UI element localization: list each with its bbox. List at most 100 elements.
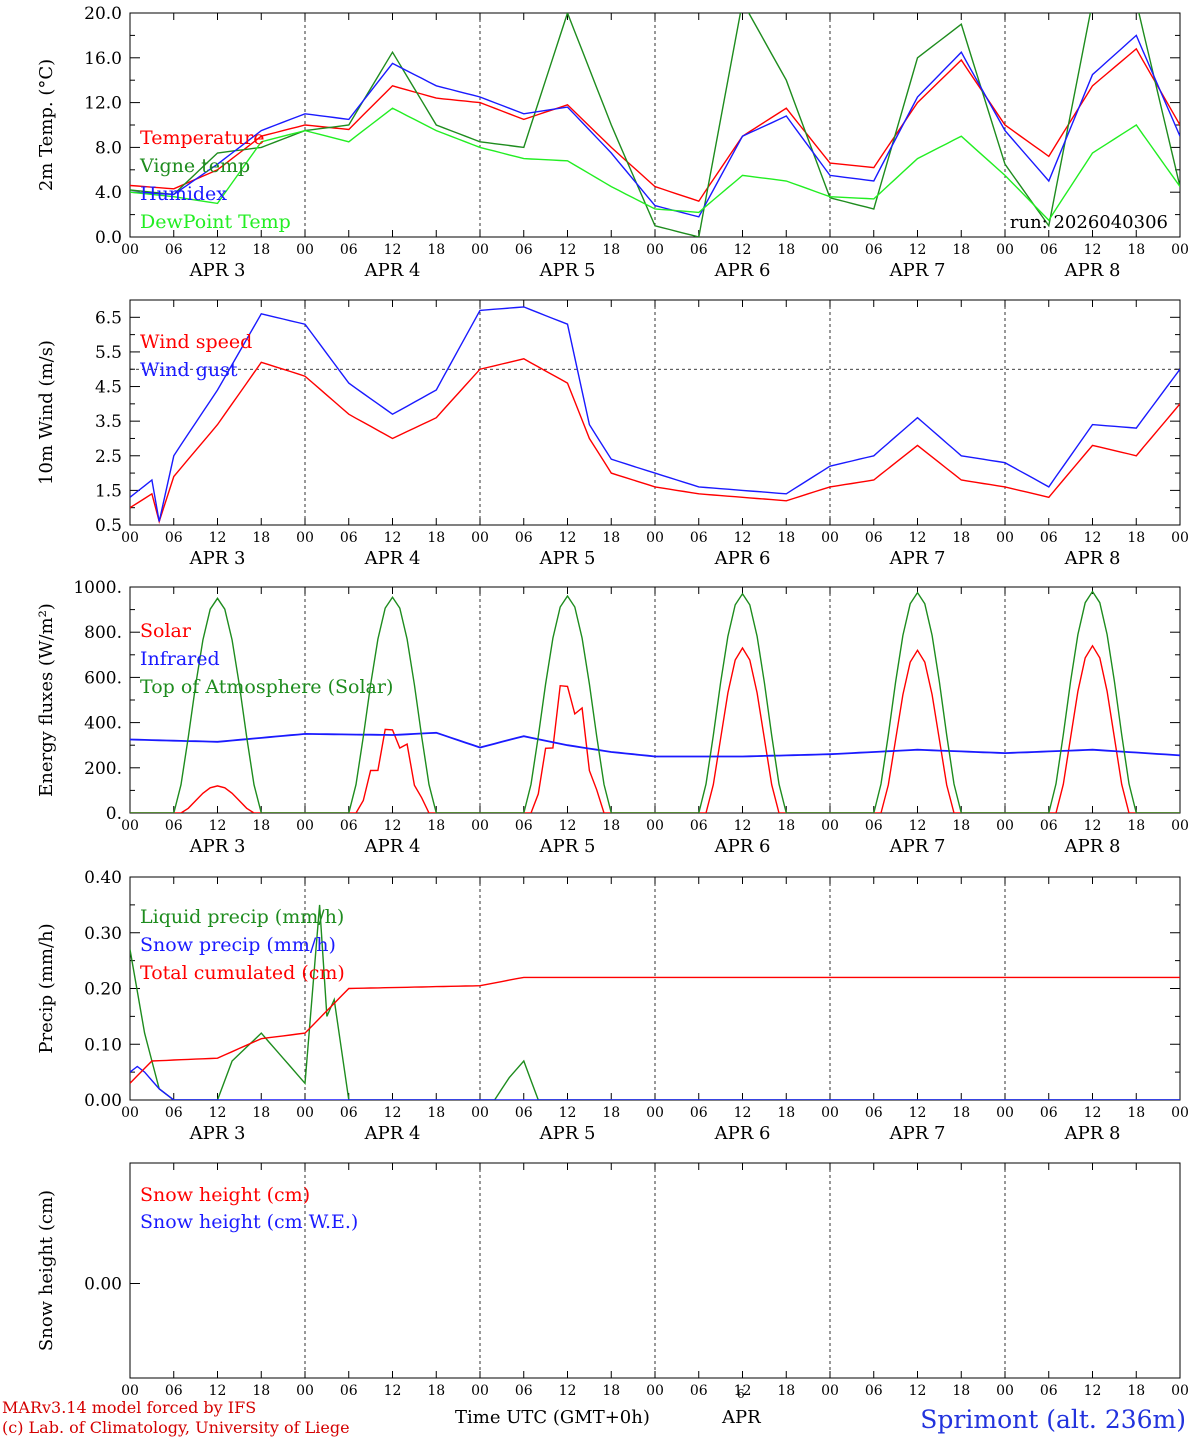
panel3-xtick-label: 00	[121, 818, 139, 834]
panel5-xtick-label: 12	[384, 1383, 402, 1395]
panel3-xtick-label: 12	[384, 818, 402, 834]
panel5-xtick-label: 12	[209, 1383, 227, 1395]
panel2-xtick-label: 12	[559, 530, 577, 546]
panel1-series-group	[130, 13, 1180, 237]
panel3-xtick-label: 06	[515, 818, 533, 834]
panel5-xtick-label: 00	[121, 1383, 139, 1395]
panel2-ytick-label: 1.5	[95, 481, 122, 501]
panel2-day-label: APR 7	[889, 548, 946, 569]
panel1-xtick-label: 06	[690, 242, 708, 258]
panel4-xtick-label: 12	[1084, 1105, 1102, 1121]
panel2-series-group	[130, 306, 1180, 524]
panel4-ytick-label: 0.00	[84, 1091, 122, 1111]
panel5-xtick-label: 06	[165, 1383, 183, 1395]
panel3-day-label: APR 5	[539, 836, 596, 857]
panel3-xtick-label: 06	[690, 818, 708, 834]
panel5-xtick-label: 00	[296, 1383, 314, 1395]
panel5-xtick-label: 00	[646, 1383, 664, 1395]
panel3-ytick-label: 600.	[84, 668, 122, 688]
panel1-xtick-label: 06	[515, 242, 533, 258]
panel2-xtick-label: 00	[821, 530, 839, 546]
panel1-xtick-label: 18	[952, 242, 970, 258]
panel5-xtick-label: 12	[734, 1383, 752, 1395]
panel1-xtick-label: 18	[777, 242, 795, 258]
panel1-series-humidex	[130, 34, 1180, 218]
lab-credit-line: (c) Lab. of Climatology, University of L…	[2, 1418, 350, 1437]
panel3-xtick-label: 12	[909, 818, 927, 834]
panel1-xtick-label: 00	[996, 242, 1014, 258]
panel3-ylabel: Energy fluxes (W/m²)	[36, 603, 57, 797]
panel1-ytick-label: 8.0	[95, 138, 122, 158]
panel1-legend-vigne-temp: Vigne temp	[139, 155, 250, 177]
panel4-xtick-label: 00	[646, 1105, 664, 1121]
panel5-ytick-label: 0.00	[84, 1275, 122, 1295]
panel1-ytick-label: 4.0	[95, 183, 122, 203]
panel2-xtick-label: 00	[121, 530, 139, 546]
panel1-xtick-label: 00	[121, 242, 139, 258]
panel4-ytick-label: 0.30	[84, 924, 122, 944]
station-name: Sprimont (alt. 236m)	[920, 1405, 1186, 1434]
panel2-xtick-label: 18	[1127, 530, 1145, 546]
panel1-xtick-label: 18	[252, 242, 270, 258]
panel3-ytick-label: 200.	[84, 759, 122, 779]
panel2-xtick-label: 00	[996, 530, 1014, 546]
panel4-xtick-label: 12	[909, 1105, 927, 1121]
panel2-ytick-label: 6.5	[95, 308, 122, 328]
panel4-series-total-cumulated-cm-	[130, 976, 1180, 1084]
panel4-day-label: APR 8	[1064, 1123, 1121, 1144]
panel3-day-label: APR 7	[889, 836, 946, 857]
panel1-xtick-label: 00	[471, 242, 489, 258]
panel2-xtick-label: 06	[1040, 530, 1058, 546]
panel1-series-dewpoint-temp	[130, 107, 1180, 222]
panel3-series-infrared	[130, 731, 1180, 758]
panel2-day-label: APR 8	[1064, 548, 1121, 569]
panel4-xtick-label: 06	[1040, 1105, 1058, 1121]
panel3-ytick-label: 400.	[84, 714, 122, 734]
panel1-xtick-label: 12	[559, 242, 577, 258]
panel2-xtick-label: 06	[340, 530, 358, 546]
panel4-xtick-label: 00	[471, 1105, 489, 1121]
panel2-xtick-label: 00	[471, 530, 489, 546]
panel1-day-label: APR 6	[714, 260, 771, 281]
panel2-day-label: APR 4	[364, 548, 421, 569]
panel2-xtick-label: 00	[1171, 530, 1189, 546]
panel2-xtick-label: 18	[952, 530, 970, 546]
panel2-legend-wind-gust: Wind gust	[140, 359, 238, 381]
panel4-xtick-label: 00	[296, 1105, 314, 1121]
panel3-legend-solar: Solar	[140, 620, 192, 642]
panel4-day-label: APR 6	[714, 1123, 771, 1144]
panel3-xtick-label: 00	[646, 818, 664, 834]
panel1-ytick-label: 20.0	[84, 4, 122, 24]
panel5-xtick-label: 18	[777, 1383, 795, 1395]
panel4-xtick-label: 06	[690, 1105, 708, 1121]
panel1-ytick-label: 16.0	[84, 49, 122, 69]
panel5-xtick-label: 06	[690, 1383, 708, 1395]
panel1-xtick-label: 06	[165, 242, 183, 258]
panel3-xtick-label: 18	[427, 818, 445, 834]
panel4-ylabel: Precip (mm/h)	[36, 923, 57, 1053]
panel1-legend-temperature: Temperature	[140, 127, 264, 149]
panel4-xtick-label: 06	[340, 1105, 358, 1121]
panel2-xtick-label: 12	[734, 530, 752, 546]
panel2-day-label: APR 5	[539, 548, 596, 569]
panel3-day-label: APR 4	[364, 836, 421, 857]
panel3-xtick-label: 12	[209, 818, 227, 834]
panel4-series-liquid-precip-mm-h-	[130, 904, 1180, 1100]
panel2-legend-wind-speed: Wind speed	[140, 331, 252, 353]
panel3-xtick-label: 00	[471, 818, 489, 834]
panel2-day-label: APR 6	[714, 548, 771, 569]
panel3-xtick-label: 00	[821, 818, 839, 834]
panel5-xtick-label: 00	[1171, 1383, 1189, 1395]
panel2-xtick-label: 06	[515, 530, 533, 546]
panel1-ytick-label: 0.0	[95, 228, 122, 248]
panel5-xtick-label: 12	[909, 1383, 927, 1395]
panel4-day-label: APR 5	[539, 1123, 596, 1144]
panel1-ytick-label: 12.0	[84, 94, 122, 114]
panel5-xtick-label: 12	[559, 1383, 577, 1395]
panel1-day-label: APR 5	[539, 260, 596, 281]
panel2-xtick-label: 18	[252, 530, 270, 546]
panel4-xtick-label: 18	[777, 1105, 795, 1121]
panel3-xtick-label: 06	[165, 818, 183, 834]
panel1-series-temperature	[130, 47, 1180, 203]
panel1-xtick-label: 18	[427, 242, 445, 258]
